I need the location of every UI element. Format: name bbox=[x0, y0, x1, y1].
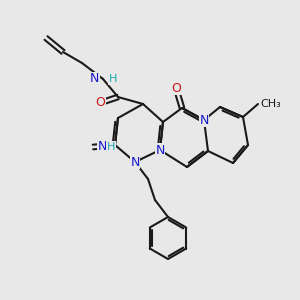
Text: N: N bbox=[98, 140, 107, 154]
Text: O: O bbox=[95, 97, 105, 110]
Text: N: N bbox=[90, 73, 99, 85]
Text: N: N bbox=[199, 113, 209, 127]
Text: N: N bbox=[155, 143, 165, 157]
Text: O: O bbox=[171, 82, 181, 94]
Text: H: H bbox=[109, 74, 117, 84]
Text: H: H bbox=[107, 142, 116, 152]
Text: CH₃: CH₃ bbox=[260, 99, 281, 109]
Text: N: N bbox=[130, 155, 140, 169]
